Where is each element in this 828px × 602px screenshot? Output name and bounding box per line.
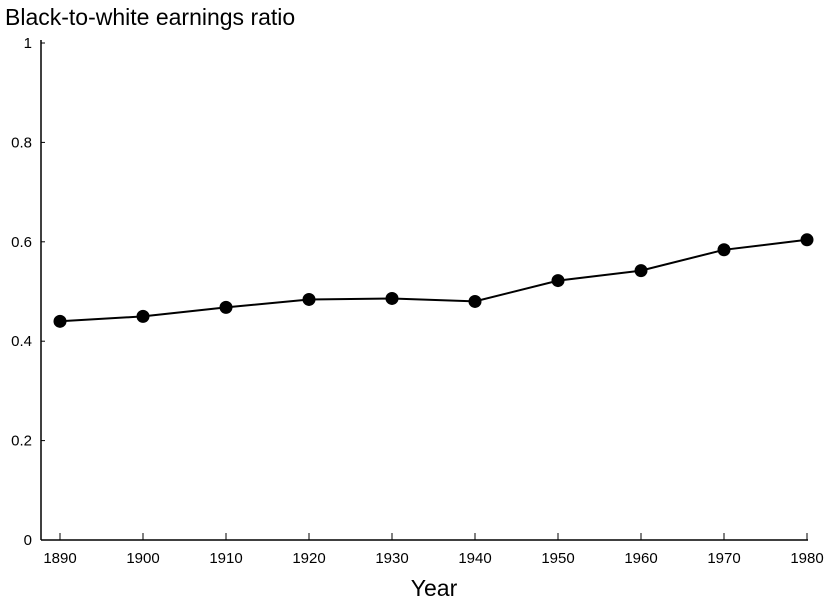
y-tick-label: 0.8 <box>11 134 32 151</box>
y-tick-label: 0.6 <box>11 234 32 251</box>
x-axis-ticks: 1890 1900 1910 1920 1930 1940 1950 1960 1970 1980 <box>43 533 824 567</box>
x-tick-label: 1950 <box>541 550 574 567</box>
x-tick-label: 1900 <box>126 550 159 567</box>
x-tick-label: 1890 <box>43 550 76 567</box>
data-point-1940 <box>468 294 482 308</box>
data-point-1950 <box>551 274 565 288</box>
x-tick-label: 1960 <box>624 550 657 567</box>
series-line <box>59 238 808 323</box>
data-point-1920 <box>302 292 316 306</box>
data-point-1980 <box>800 233 814 247</box>
x-tick-label: 1920 <box>292 550 325 567</box>
data-point-1910 <box>219 300 233 314</box>
y-tick-label: 0.2 <box>11 433 32 450</box>
x-tick-label: 1970 <box>707 550 740 567</box>
data-point-1900 <box>136 309 150 323</box>
data-point-1890 <box>53 314 67 328</box>
y-tick-label: 1 <box>24 35 32 52</box>
data-point-1960 <box>634 264 648 278</box>
data-point-1970 <box>717 243 731 257</box>
chart-title: Black-to-white earnings ratio <box>5 4 296 30</box>
data-point-1930 <box>385 291 399 305</box>
x-axis-title: Year <box>411 575 458 601</box>
y-tick-label: 0.4 <box>11 333 32 350</box>
x-tick-label: 1930 <box>375 550 408 567</box>
y-axis-ticks: 0 0.2 0.4 0.6 0.8 1 <box>11 35 45 549</box>
x-tick-label: 1980 <box>790 550 823 567</box>
x-tick-label: 1910 <box>209 550 242 567</box>
data-points <box>53 233 814 328</box>
x-tick-label: 1940 <box>458 550 491 567</box>
y-tick-label: 0 <box>24 532 32 549</box>
